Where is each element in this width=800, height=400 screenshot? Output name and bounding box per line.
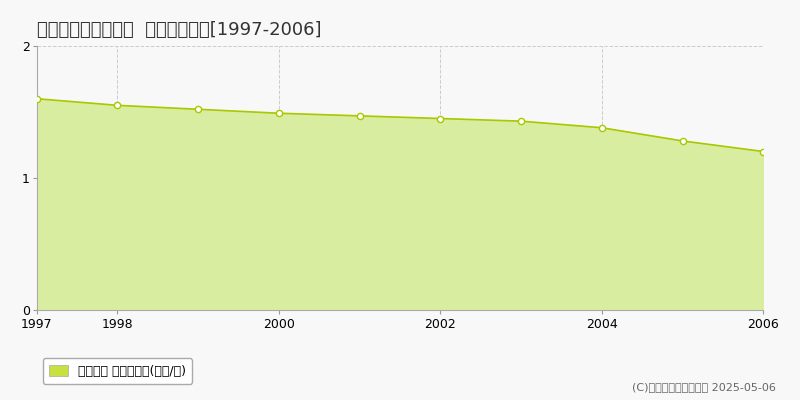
Point: [676, 138, 689, 144]
Legend: 基準地価 平均嵪単価(万円/嵪): 基準地価 平均嵪単価(万円/嵪): [43, 358, 192, 384]
Text: 東津軽郡今別町袏月  基準地価推移[1997-2006]: 東津軽郡今別町袏月 基準地価推移[1997-2006]: [37, 21, 321, 39]
Point: [434, 115, 446, 122]
Text: (C)土地価格ドットコム 2025-05-06: (C)土地価格ドットコム 2025-05-06: [632, 382, 776, 392]
Point: [30, 96, 43, 102]
Point: [595, 124, 608, 131]
Point: [111, 102, 124, 108]
Point: [273, 110, 286, 116]
Point: [757, 148, 770, 155]
Point: [192, 106, 205, 112]
Point: [353, 113, 366, 119]
Point: [514, 118, 527, 124]
